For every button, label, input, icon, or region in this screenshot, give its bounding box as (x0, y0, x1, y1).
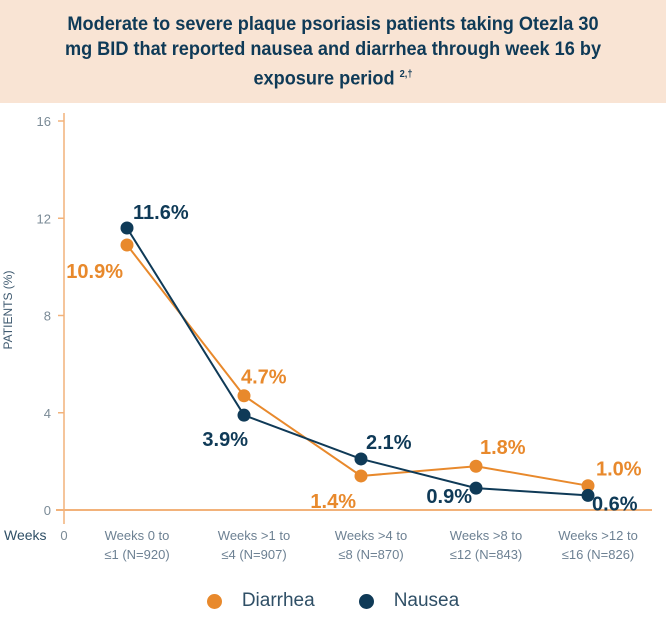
y-tick-label: 4 (44, 406, 51, 421)
x-tick-label: ≤16 (N=826) (562, 547, 635, 562)
data-label-nausea: 3.9% (202, 429, 248, 451)
data-point-nausea (469, 481, 483, 495)
chart-title: Moderate to severe plaque psoriasis pati… (64, 12, 602, 90)
data-point-diarrhea (581, 479, 595, 493)
legend-item-nausea: Nausea (358, 590, 460, 612)
data-point-diarrhea (120, 238, 134, 252)
data-point-nausea (237, 408, 251, 422)
data-label-diarrhea: 1.4% (310, 491, 356, 513)
data-label-diarrhea: 1.0% (596, 459, 642, 481)
x-axis-label: Weeks (4, 527, 47, 543)
y-tick-label: 16 (37, 114, 51, 129)
y-axis-label: PATIENTS (%) (1, 271, 15, 350)
data-point-nausea (581, 488, 595, 502)
data-point-nausea (120, 221, 134, 235)
legend: Diarrhea Nausea (0, 590, 666, 612)
x-tick-label: ≤12 (N=843) (450, 547, 523, 562)
x-tick-label: Weeks 0 to (105, 528, 170, 543)
data-label-diarrhea: 4.7% (241, 367, 287, 389)
chart-header: Moderate to severe plaque psoriasis pati… (0, 0, 666, 103)
x-tick-label: ≤4 (N=907) (221, 547, 286, 562)
legend-label: Nausea (393, 590, 460, 611)
data-point-diarrhea (469, 459, 483, 473)
x-tick-label: Weeks >1 to (218, 528, 290, 543)
data-point-diarrhea (237, 389, 251, 403)
data-label-nausea: 0.9% (426, 486, 472, 508)
data-point-nausea (354, 452, 368, 466)
legend-item-diarrhea: Diarrhea (206, 590, 315, 612)
data-label-nausea: 11.6% (133, 202, 189, 224)
x-tick-label: Weeks >4 to (335, 528, 407, 543)
data-label-nausea: 2.1% (366, 432, 412, 454)
data-label-diarrhea: 10.9% (66, 261, 123, 283)
x-tick-label: Weeks >12 to (558, 528, 638, 543)
legend-marker-diarrhea (206, 593, 222, 609)
y-tick-label: 8 (44, 309, 51, 324)
x-origin-label: 0 (60, 528, 67, 543)
data-label-diarrhea: 1.8% (480, 437, 526, 459)
x-tick-label: ≤1 (N=920) (104, 547, 169, 562)
data-point-diarrhea (354, 469, 368, 483)
legend-marker-nausea (358, 593, 374, 609)
y-tick-label: 12 (37, 211, 51, 226)
y-tick-label: 0 (44, 503, 51, 518)
data-label-nausea: 0.6% (592, 493, 638, 515)
legend-label: Diarrhea (241, 590, 315, 611)
x-tick-label: Weeks >8 to (450, 528, 522, 543)
x-tick-label: ≤8 (N=870) (338, 547, 403, 562)
